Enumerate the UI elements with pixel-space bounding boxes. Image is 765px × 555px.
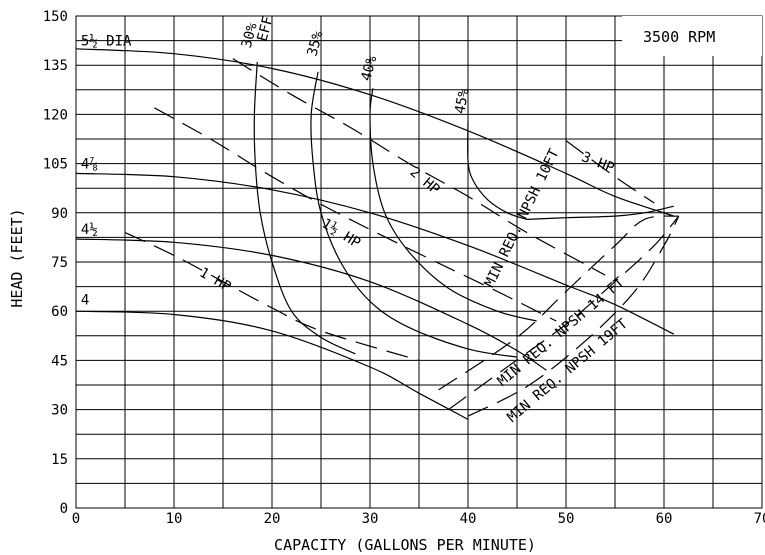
curve-diameter <box>75 172 675 335</box>
curve-horsepower <box>232 58 606 276</box>
curve-label: 1 HP <box>196 265 233 296</box>
y-tick-label: 105 <box>43 157 68 173</box>
rpm-label: 3500 RPM <box>643 28 715 46</box>
curve-npsh <box>438 215 679 391</box>
curve-efficiency <box>253 61 356 355</box>
curve-label: 3 HP <box>579 149 616 176</box>
y-tick-label: 90 <box>51 206 68 222</box>
curve-horsepower <box>124 231 420 361</box>
curve-efficiency <box>310 71 518 358</box>
x-tick-label: 40 <box>460 511 477 527</box>
x-tick-label: 60 <box>656 511 673 527</box>
y-axis-label: HEAD (FEET) <box>8 208 26 307</box>
curve-label: 4 <box>81 293 89 309</box>
x-tick-label: 30 <box>362 511 379 527</box>
curve-diameter <box>75 48 674 217</box>
curve-label: 40% <box>358 54 380 83</box>
curve-efficiency <box>526 205 674 220</box>
y-tick-label: 45 <box>51 353 68 369</box>
x-axis-label: CAPACITY (GALLONS PER MINUTE) <box>274 536 536 554</box>
y-tick-label: 0 <box>60 501 68 517</box>
curve-label: 4½ <box>81 222 98 238</box>
rpm-box <box>622 16 762 56</box>
curve-efficiency <box>467 120 527 220</box>
y-tick-label: 135 <box>43 58 68 74</box>
grid <box>75 15 763 509</box>
x-tick-label: 70 <box>754 511 765 527</box>
curve-label: 30% <box>239 21 261 50</box>
curve-label: 5½ DIA <box>81 34 132 50</box>
curve-npsh <box>448 215 680 411</box>
tick-labels: 0 10 20 30 40 50 60 70 0 15 30 45 60 75 90 105 120 135 150 <box>43 9 765 527</box>
curve-horsepower <box>154 107 557 322</box>
curve-label: EFF <box>255 15 277 44</box>
x-tick-label: 10 <box>166 511 183 527</box>
y-tick-label: 120 <box>43 107 68 123</box>
curve-label: 1½ HP <box>319 216 363 252</box>
curve-label: 45% <box>452 87 472 115</box>
y-tick-label: 30 <box>51 403 68 419</box>
curve-diameter <box>75 310 469 420</box>
x-tick-label: 20 <box>264 511 281 527</box>
x-tick-label: 50 <box>558 511 575 527</box>
curve-label: 35% <box>305 29 327 58</box>
curve-label: 2 HP <box>407 164 443 198</box>
x-tick-label: 0 <box>72 511 80 527</box>
curve-diameter <box>75 238 547 371</box>
y-tick-label: 75 <box>51 255 68 271</box>
curve-labels: 5½ DIA 4⅞ 4½ 4 30%EFF 35% 40% 45% 3 HP 2 HP 1½ HP 1… <box>81 15 631 426</box>
y-tick-label: 15 <box>51 452 68 468</box>
curve-npsh <box>467 215 680 417</box>
curve-horsepower <box>565 140 655 204</box>
curve-label: 4⅞ <box>81 157 98 173</box>
y-tick-label: 60 <box>51 304 68 320</box>
curve-efficiency <box>369 88 537 322</box>
curves <box>75 48 680 420</box>
y-tick-label: 150 <box>43 9 68 25</box>
